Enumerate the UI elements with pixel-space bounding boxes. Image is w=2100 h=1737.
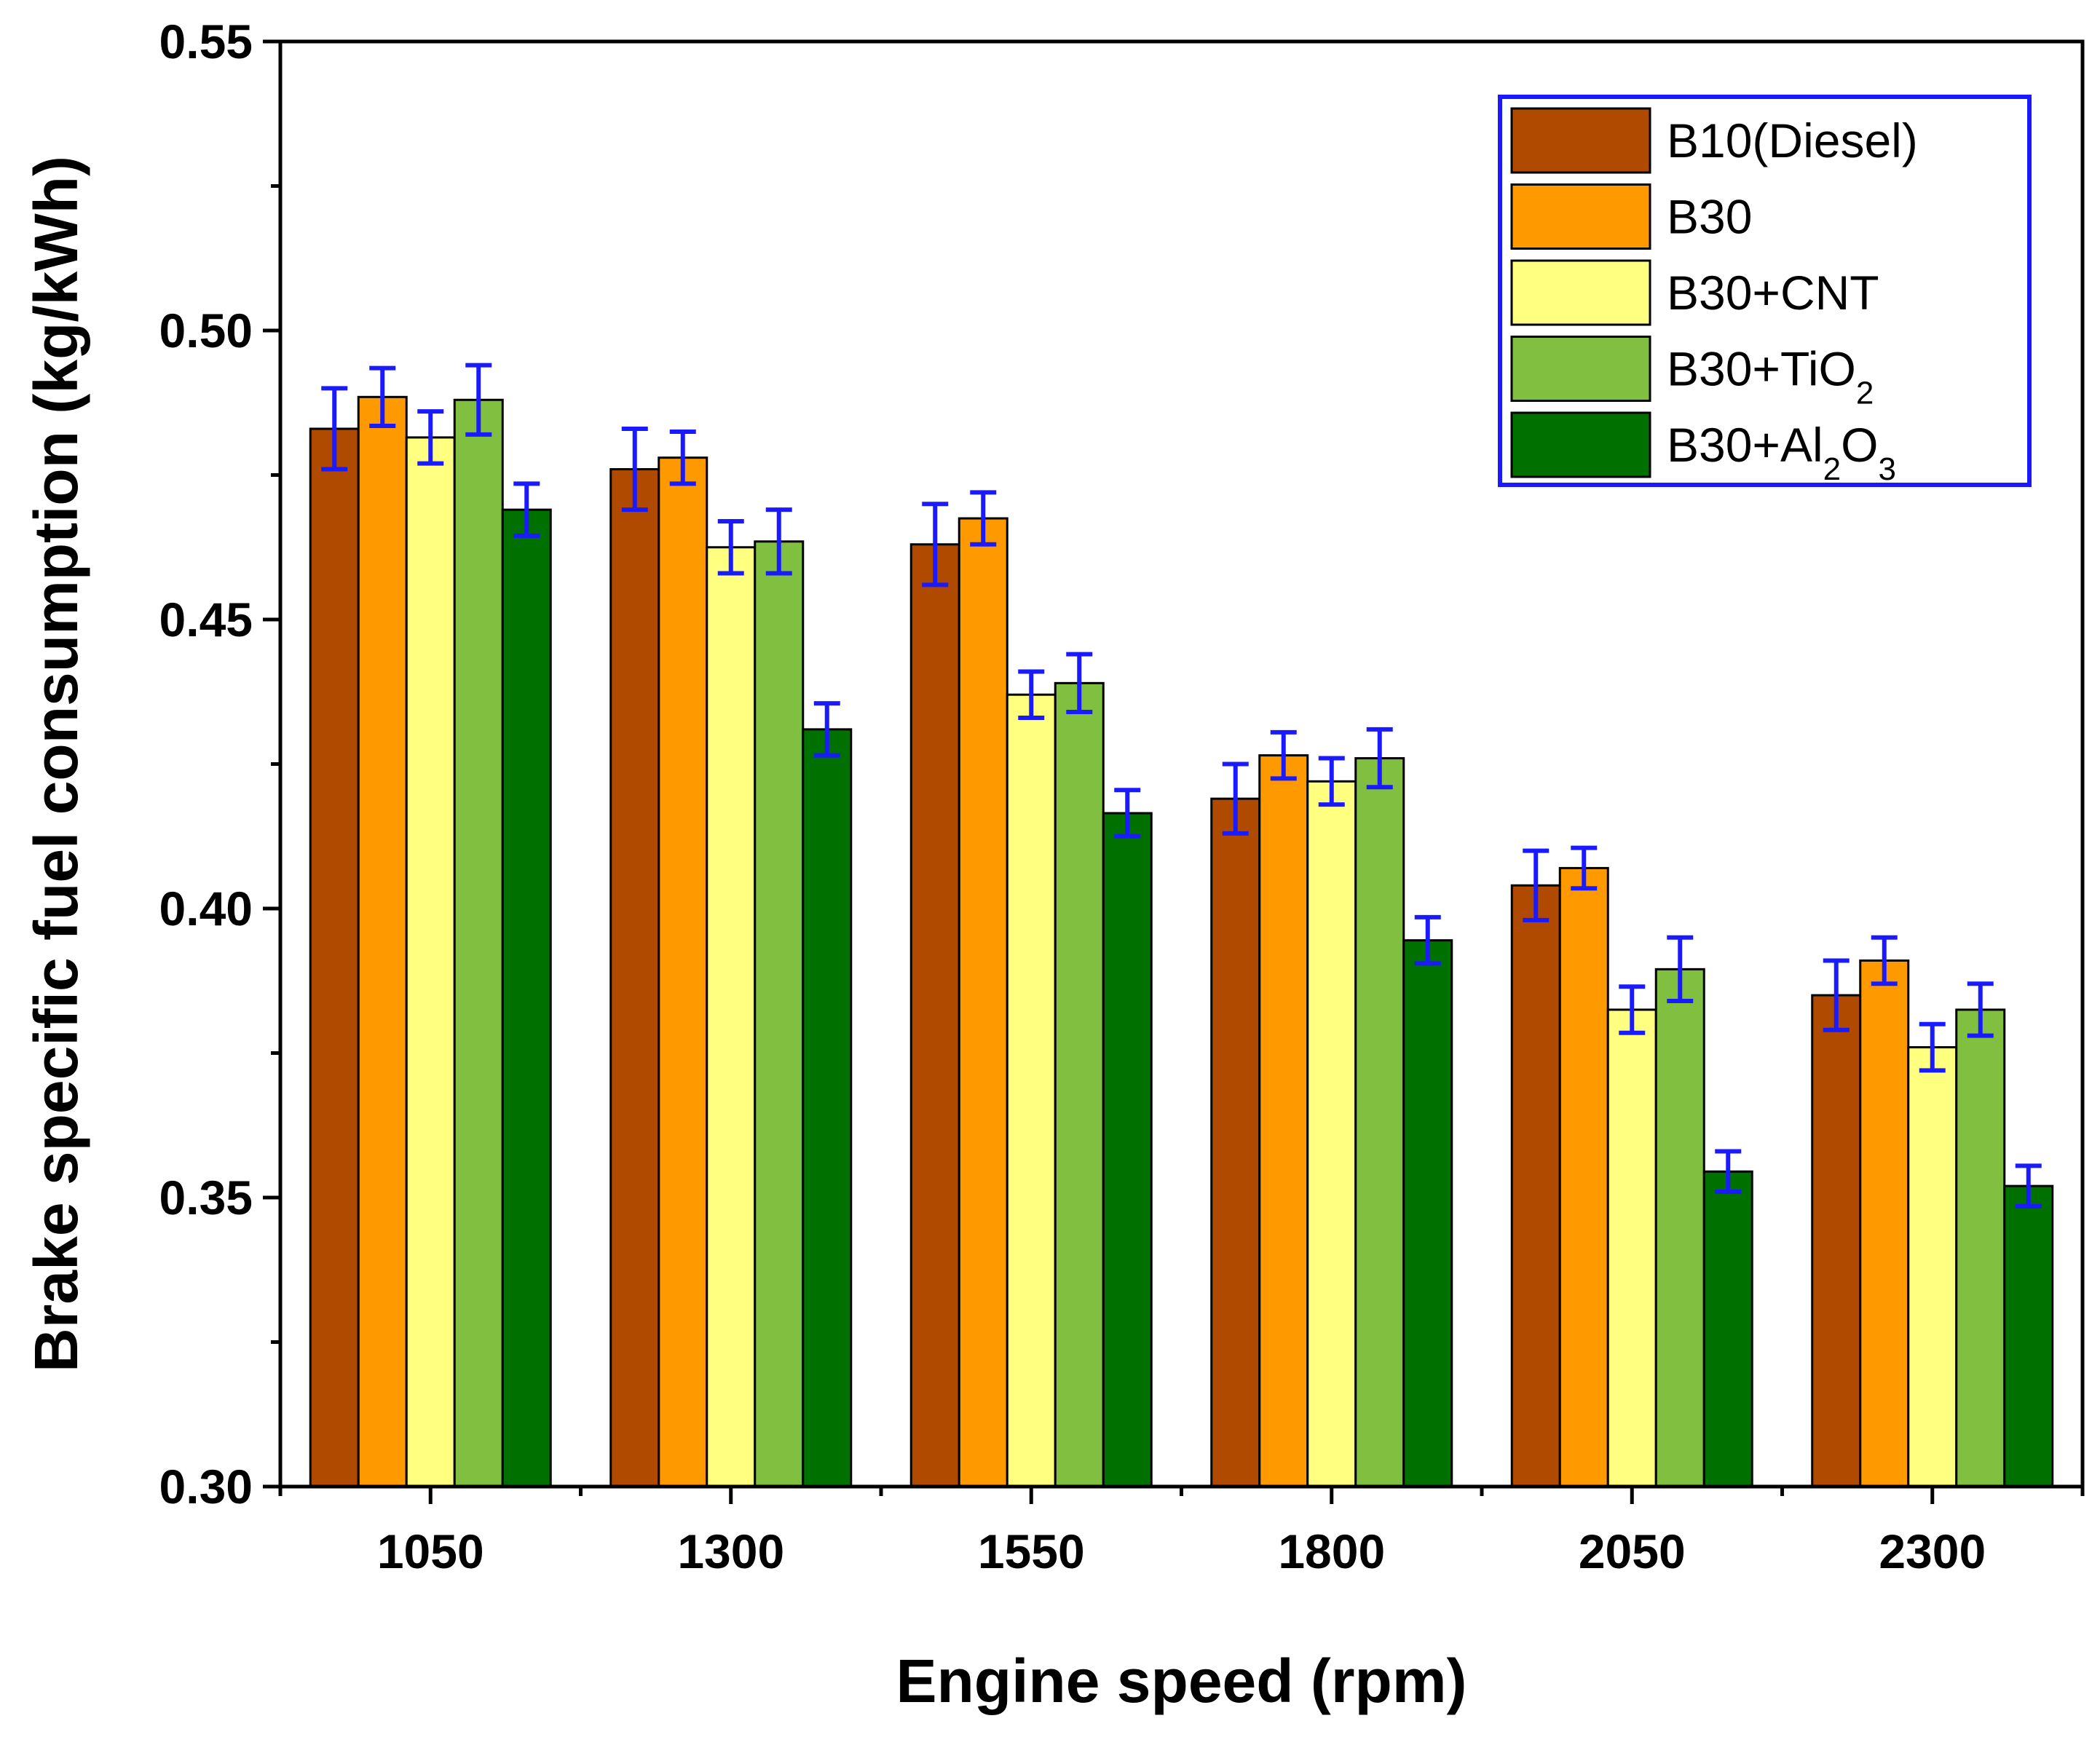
bar <box>802 728 853 1488</box>
error-bar <box>1967 981 1994 1038</box>
error-bar <box>369 365 396 429</box>
bar <box>405 436 456 1488</box>
error-bar <box>2015 1163 2042 1208</box>
error-bar <box>465 363 492 437</box>
bar <box>501 508 552 1488</box>
bar <box>309 427 360 1488</box>
y-tick-label: 0.50 <box>159 304 253 357</box>
error-bar <box>1523 848 1550 922</box>
legend-label: B30 <box>1667 190 1752 244</box>
bar <box>1210 797 1261 1488</box>
bar <box>1955 1008 2006 1488</box>
bar <box>1702 1170 1753 1488</box>
legend-swatch <box>1510 107 1651 174</box>
error-bar <box>1715 1149 1742 1195</box>
error-bar <box>1318 756 1345 807</box>
x-tick-label: 1300 <box>677 1524 784 1578</box>
y-axis-title: Brake specific fuel consumption (kg/kWh) <box>22 156 90 1372</box>
error-bar <box>1871 935 1898 986</box>
y-tick-label: 0.30 <box>159 1460 253 1514</box>
legend-swatch <box>1510 183 1651 250</box>
legend-item: B10(Diesel) <box>1510 107 1918 174</box>
error-bar <box>970 490 997 547</box>
y-tick-label: 0.35 <box>159 1171 253 1224</box>
error-bar <box>1066 652 1093 715</box>
error-bar <box>621 426 648 513</box>
bar <box>357 395 408 1488</box>
x-axis-title: Engine speed (rpm) <box>896 1647 1467 1715</box>
legend-item: B30+Al2O3 <box>1510 411 1896 487</box>
x-tick-label: 1050 <box>377 1524 484 1578</box>
y-tick-labels: 0.30 0.35 0.40 0.45 0.50 0.55 <box>159 15 253 1514</box>
y-tick-label: 0.40 <box>159 882 253 935</box>
error-bar <box>669 429 696 486</box>
bar <box>1054 681 1105 1488</box>
error-bar <box>321 386 348 472</box>
legend-item: B30 <box>1510 183 1752 250</box>
legend-item: B30+CNT <box>1510 259 1879 326</box>
bar <box>1402 939 1453 1488</box>
bar <box>1606 1008 1657 1488</box>
bar <box>706 546 757 1488</box>
error-bar <box>1222 761 1249 836</box>
error-bar <box>922 502 949 587</box>
legend: B10(Diesel) B30 B30+CNT B30+TiO2 B30+Al2O3 <box>1498 95 2032 487</box>
legend-label: B30+CNT <box>1667 266 1879 320</box>
error-bar <box>717 519 744 576</box>
y-tick-label: 0.55 <box>159 15 253 68</box>
bar <box>1907 1046 1958 1488</box>
error-bar <box>513 481 540 538</box>
x-tick-labels: 1050 1300 1550 1800 2050 2300 <box>377 1524 1986 1578</box>
bar <box>1811 994 1862 1488</box>
y-tick-label: 0.45 <box>159 593 253 646</box>
legend-item: B30+TiO2 <box>1510 336 1874 411</box>
error-bar <box>1018 669 1045 720</box>
bar <box>958 517 1008 1488</box>
error-bar <box>1571 845 1598 891</box>
bar <box>1354 757 1405 1488</box>
error-bar <box>1919 1021 1946 1073</box>
error-bar <box>1414 914 1441 966</box>
error-bar <box>1667 935 1694 1004</box>
error-bar <box>1619 984 1646 1035</box>
error-bar <box>1823 958 1850 1032</box>
legend-swatch <box>1510 411 1651 478</box>
bar <box>658 456 708 1488</box>
x-tick-label: 1550 <box>978 1524 1085 1578</box>
bar <box>2003 1184 2054 1488</box>
error-bar <box>1114 788 1141 839</box>
error-bar <box>813 701 840 758</box>
bar <box>909 543 960 1488</box>
bar <box>1258 754 1309 1488</box>
error-bars-layer <box>321 363 2042 1208</box>
bar <box>1006 693 1057 1488</box>
error-bar <box>765 507 792 576</box>
legend-swatch <box>1510 336 1651 402</box>
bar <box>1558 866 1609 1488</box>
bar <box>1510 884 1561 1488</box>
x-tick-label: 1800 <box>1278 1524 1385 1578</box>
error-bar <box>1366 727 1393 790</box>
bar <box>453 398 504 1488</box>
bar <box>1859 959 1910 1488</box>
error-bar <box>1270 729 1297 781</box>
legend-swatch <box>1510 259 1651 326</box>
legend-label: B10(Diesel) <box>1667 114 1918 167</box>
bar <box>609 468 660 1488</box>
bar <box>1102 812 1153 1488</box>
legend-label: B30+Al2O3 <box>1667 418 1896 487</box>
bar <box>1654 968 1705 1488</box>
x-tick-label: 2300 <box>1879 1524 1986 1578</box>
bar <box>754 540 805 1488</box>
error-bar <box>417 409 444 466</box>
legend-label: B30+TiO2 <box>1667 342 1874 411</box>
bar <box>1306 780 1357 1488</box>
bars-layer <box>309 395 2054 1488</box>
x-tick-label: 2050 <box>1579 1524 1686 1578</box>
axis-ticks <box>263 39 2085 1504</box>
